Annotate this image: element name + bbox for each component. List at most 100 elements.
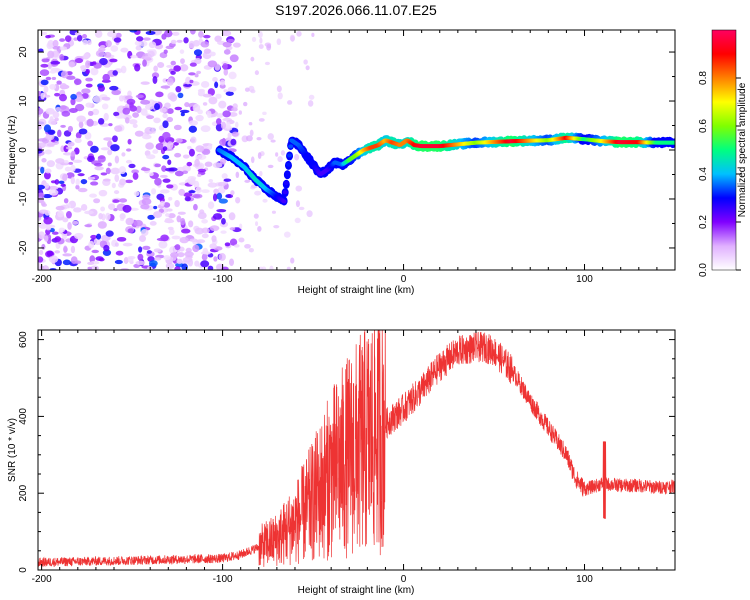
noise-speckle: [244, 87, 250, 92]
noise-speckle: [194, 260, 200, 267]
noise-speckle: [85, 77, 93, 82]
noise-speckle: [213, 188, 219, 195]
noise-speckle: [166, 184, 174, 189]
noise-speckle: [86, 118, 94, 127]
noise-speckle: [174, 244, 181, 251]
spectrogram-plot-area: [38, 30, 675, 270]
noise-speckle: [116, 236, 127, 242]
noise-speckle: [67, 125, 73, 133]
noise-speckle: [235, 171, 240, 179]
noise-speckle: [218, 100, 227, 109]
noise-speckle: [140, 108, 148, 116]
noise-speckle: [187, 258, 194, 267]
noise-speckle: [259, 170, 263, 177]
noise-speckle: [225, 91, 234, 96]
noise-speckle: [189, 79, 194, 84]
noise-speckle: [230, 190, 235, 196]
noise-speckle: [294, 153, 300, 161]
noise-speckle: [39, 69, 50, 77]
noise-speckle: [38, 231, 45, 240]
noise-speckle: [101, 96, 111, 101]
noise-speckle: [81, 34, 88, 39]
noise-speckle: [193, 203, 198, 211]
noise-speckle: [80, 179, 88, 185]
y-tick-label: 0: [18, 147, 29, 153]
noise-speckle: [50, 60, 61, 65]
noise-speckle: [70, 93, 77, 100]
noise-speckle: [144, 103, 154, 111]
noise-speckle: [135, 45, 142, 51]
noise-speckle: [287, 100, 293, 105]
noise-speckle: [216, 113, 224, 118]
noise-speckle: [295, 200, 301, 208]
noise-speckle: [47, 39, 55, 48]
noise-speckle: [215, 93, 222, 99]
noise-speckle: [195, 145, 205, 153]
noise-speckle: [41, 58, 50, 63]
noise-speckle: [276, 85, 282, 93]
noise-speckle: [134, 130, 144, 137]
noise-speckle: [239, 223, 243, 229]
noise-speckle: [105, 230, 114, 237]
noise-speckle: [75, 184, 80, 190]
noise-speckle: [193, 49, 203, 56]
noise-speckle: [56, 80, 62, 85]
noise-speckle: [89, 193, 97, 198]
snr-panel: -200 -100 0 100 0 200 400 600 Height of straig…: [7, 329, 676, 596]
noise-speckle: [71, 220, 79, 225]
signal-core: [287, 153, 293, 158]
noise-speckle: [228, 71, 237, 80]
noise-speckle: [38, 192, 45, 198]
noise-speckle: [115, 32, 122, 38]
noise-speckle: [111, 182, 116, 189]
x-tick-label: 100: [576, 574, 593, 585]
noise-speckle: [175, 85, 182, 93]
noise-speckle: [146, 250, 152, 254]
noise-speckle: [136, 36, 144, 42]
noise-speckle: [125, 217, 134, 226]
noise-speckle: [245, 135, 253, 142]
noise-speckle: [59, 54, 65, 61]
noise-speckle: [107, 162, 112, 167]
noise-speckle: [78, 120, 84, 129]
noise-speckle: [176, 258, 183, 265]
noise-speckle: [133, 219, 143, 227]
noise-speckle: [78, 128, 88, 135]
noise-speckle: [100, 147, 110, 151]
noise-speckle: [122, 242, 133, 247]
noise-speckle: [174, 266, 181, 270]
noise-speckle: [213, 256, 218, 262]
noise-speckle: [38, 107, 44, 115]
noise-speckle: [262, 111, 267, 116]
noise-speckle: [280, 150, 286, 156]
colorbar-tick-label: 0.0: [698, 263, 709, 277]
noise-speckle: [103, 112, 109, 121]
noise-speckle: [103, 244, 110, 252]
noise-speckle: [55, 158, 65, 164]
x-tick-label: -200: [32, 274, 52, 285]
noise-speckle: [208, 96, 218, 105]
noise-speckle: [179, 236, 189, 244]
noise-speckle: [73, 37, 79, 41]
noise-speckle: [183, 83, 193, 87]
noise-speckle: [207, 265, 214, 270]
noise-speckle: [165, 213, 170, 217]
noise-speckle: [202, 93, 212, 98]
noise-speckle: [38, 222, 48, 229]
noise-speckle: [221, 218, 226, 225]
noise-speckle: [276, 38, 282, 46]
noise-speckle: [229, 238, 238, 246]
noise-speckle: [67, 141, 75, 147]
snr-frame: [37, 329, 676, 571]
noise-speckle: [180, 217, 186, 226]
noise-speckle: [111, 89, 121, 96]
noise-speckle: [155, 91, 164, 98]
noise-speckle: [204, 161, 213, 167]
noise-speckle: [186, 161, 193, 167]
noise-speckle: [114, 242, 119, 247]
noise-speckle: [142, 134, 152, 140]
noise-speckle: [99, 57, 108, 66]
noise-speckle: [70, 176, 75, 185]
noise-speckle: [267, 133, 274, 140]
